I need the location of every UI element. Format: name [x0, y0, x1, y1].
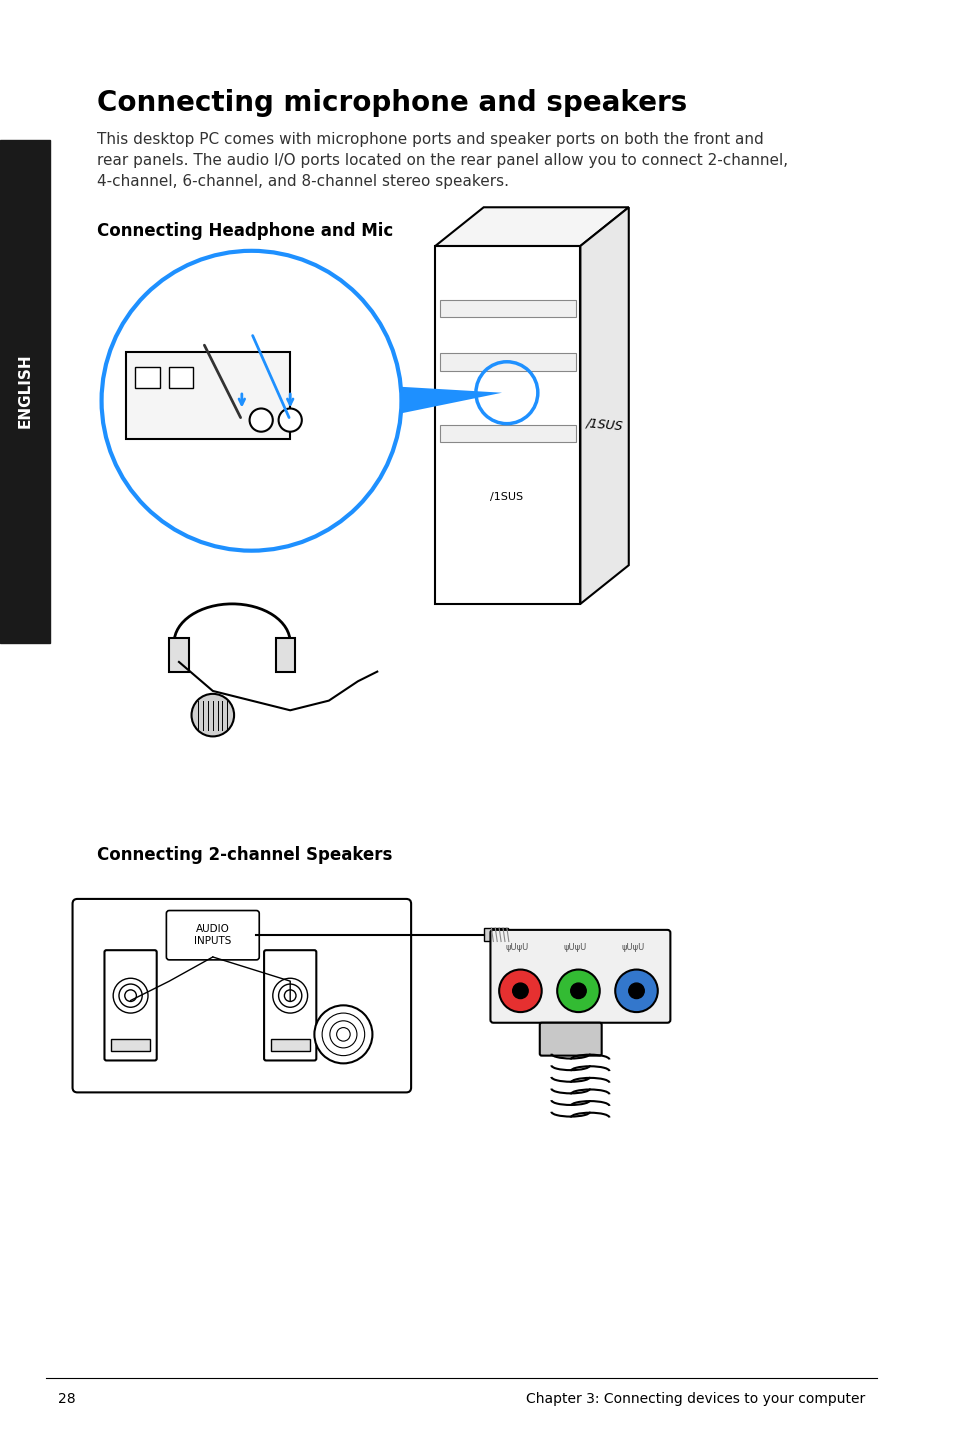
Circle shape	[615, 969, 658, 1012]
Text: This desktop PC comes with microphone ports and speaker ports on both the front : This desktop PC comes with microphone po…	[96, 132, 787, 188]
Text: /1SUS: /1SUS	[490, 492, 523, 502]
Bar	[271, 1040, 309, 1051]
FancyBboxPatch shape	[105, 951, 156, 1060]
Text: ENGLISH: ENGLISH	[18, 354, 32, 429]
Circle shape	[498, 969, 541, 1012]
Bar	[275, 637, 294, 672]
Bar	[483, 928, 507, 942]
Circle shape	[628, 984, 643, 998]
Text: Chapter 3: Connecting devices to your computer: Chapter 3: Connecting devices to your co…	[525, 1392, 863, 1406]
Text: 28: 28	[58, 1392, 75, 1406]
Circle shape	[557, 969, 599, 1012]
Circle shape	[314, 1005, 372, 1063]
Circle shape	[278, 408, 301, 431]
Polygon shape	[435, 207, 628, 246]
Bar	[135, 367, 159, 388]
Circle shape	[512, 984, 528, 998]
Text: /1SUS: /1SUS	[585, 417, 623, 433]
FancyBboxPatch shape	[264, 951, 316, 1060]
Text: ψUψU: ψUψU	[621, 943, 644, 952]
Text: ψUψU: ψUψU	[563, 943, 587, 952]
Circle shape	[101, 250, 401, 551]
FancyBboxPatch shape	[490, 930, 670, 1022]
Text: ψUψU: ψUψU	[505, 943, 529, 952]
Circle shape	[570, 984, 585, 998]
Bar	[169, 637, 189, 672]
Bar	[439, 299, 575, 316]
FancyBboxPatch shape	[72, 899, 411, 1093]
FancyBboxPatch shape	[539, 1022, 601, 1055]
Text: Connecting Headphone and Mic: Connecting Headphone and Mic	[96, 221, 393, 240]
Polygon shape	[392, 387, 501, 416]
Text: AUDIO
INPUTS: AUDIO INPUTS	[193, 923, 232, 946]
Polygon shape	[579, 207, 628, 604]
Bar	[126, 352, 290, 440]
FancyBboxPatch shape	[435, 246, 579, 604]
Circle shape	[192, 695, 233, 736]
Circle shape	[250, 408, 273, 431]
Text: Connecting 2-channel Speakers: Connecting 2-channel Speakers	[96, 846, 392, 864]
Bar	[169, 367, 193, 388]
Text: Connecting microphone and speakers: Connecting microphone and speakers	[96, 89, 686, 118]
Bar	[112, 1040, 150, 1051]
Bar	[439, 354, 575, 371]
Bar	[439, 426, 575, 443]
FancyBboxPatch shape	[166, 910, 259, 961]
Bar	[0, 139, 51, 643]
